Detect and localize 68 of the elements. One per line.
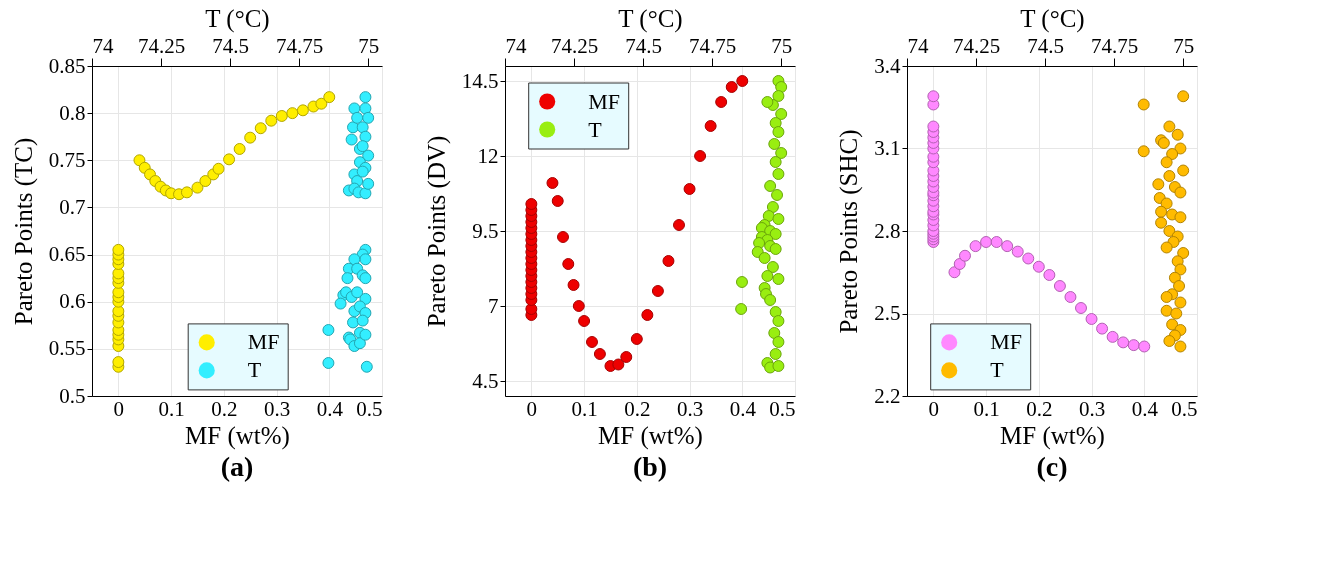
x2-tick-label: 74.75 — [276, 33, 324, 58]
x-axis-title: MF (wt%) — [1000, 421, 1105, 450]
text: (c) — [1036, 451, 1068, 482]
y-axis-title: Pareto Points (SHC) — [835, 129, 864, 334]
x2-axis-title: T (°C) — [205, 4, 270, 33]
y-tick-label: 0.85 — [48, 53, 86, 78]
x2-tick-label: 74.75 — [1091, 33, 1139, 58]
x-tick-label: 0.3 — [1078, 396, 1106, 421]
x2-tick-label: 75 — [358, 33, 380, 58]
y-tick-label: 0.65 — [48, 242, 86, 267]
y-tick-label: 7 — [488, 293, 499, 318]
x-tick-label: 0.3 — [676, 396, 704, 421]
x2-tick-label: 74.5 — [625, 33, 662, 58]
x2-tick-label: 74 — [907, 33, 929, 58]
y-tick-label: 9.5 — [472, 218, 499, 243]
x-tick-label: 0.1 — [571, 396, 598, 421]
x2-tick-label: 74 — [92, 33, 114, 58]
x-tick-label: 0.4 — [316, 396, 344, 421]
x2-tick-label: 74 — [505, 33, 527, 58]
x-tick-label: 0.5 — [769, 396, 796, 421]
x2-axis-title: T (°C) — [1020, 4, 1085, 33]
x-tick-label: 0 — [928, 396, 940, 421]
y-axis-title: Pareto Points (TC) — [9, 137, 38, 326]
x2-tick-label: 74.5 — [1027, 33, 1064, 58]
y-tick-label: 0.55 — [48, 336, 86, 361]
text: (a) — [220, 451, 254, 482]
x-tick-label: 0.3 — [263, 396, 291, 421]
x-tick-label: 0.2 — [1026, 396, 1053, 421]
x2-tick-label: 74.5 — [212, 33, 249, 58]
y-tick-label: 3.4 — [874, 53, 901, 78]
y-tick-label: 0.6 — [59, 289, 86, 314]
y-tick-label: 14.5 — [461, 68, 499, 93]
x2-tick-label: 75 — [771, 33, 793, 58]
x-tick-label: 0.5 — [356, 396, 383, 421]
x-axis-title: MF (wt%) — [185, 421, 290, 450]
x2-axis-title: T (°C) — [618, 4, 683, 33]
y-tick-label: 2.2 — [874, 383, 901, 408]
y-tick-label: 2.5 — [874, 301, 901, 325]
y-tick-label: 0.7 — [59, 194, 86, 219]
x-tick-label: 0.2 — [624, 396, 651, 421]
legend-label: T — [247, 357, 262, 383]
x-tick-label: 0.5 — [1171, 396, 1198, 421]
y-axis-title: Pareto Points (DV) — [422, 135, 451, 328]
x-tick-label: 0 — [113, 396, 125, 421]
x2-tick-label: 74.25 — [550, 33, 599, 58]
legend-label: T — [990, 357, 1005, 383]
x-tick-label: 0 — [526, 396, 538, 421]
y-tick-label: 0.8 — [59, 100, 86, 125]
y-tick-label: 4.5 — [472, 368, 499, 393]
x-axis-title: MF (wt%) — [598, 421, 703, 450]
x-tick-label: 0.4 — [1131, 396, 1159, 421]
x2-tick-label: 74.75 — [689, 33, 737, 58]
x2-tick-label: 74.25 — [952, 33, 1001, 58]
y-tick-label: 2.8 — [874, 218, 901, 243]
y-tick-label: 3.1 — [874, 136, 901, 160]
legend-label: MF — [588, 88, 620, 114]
x2-tick-label: 74.25 — [137, 33, 186, 58]
x-tick-label: 0.1 — [158, 396, 185, 421]
x-tick-label: 0.2 — [211, 396, 238, 421]
x-tick-label: 0.1 — [973, 396, 1000, 421]
legend-label: MF — [990, 329, 1022, 355]
legend-label: T — [588, 116, 603, 142]
legend-label: MF — [247, 329, 280, 355]
y-tick-label: 12 — [477, 143, 499, 168]
x-tick-label: 0.4 — [729, 396, 757, 421]
text: (b) — [632, 451, 668, 482]
y-tick-label: 0.75 — [48, 147, 86, 172]
x2-tick-label: 75 — [1173, 33, 1195, 58]
